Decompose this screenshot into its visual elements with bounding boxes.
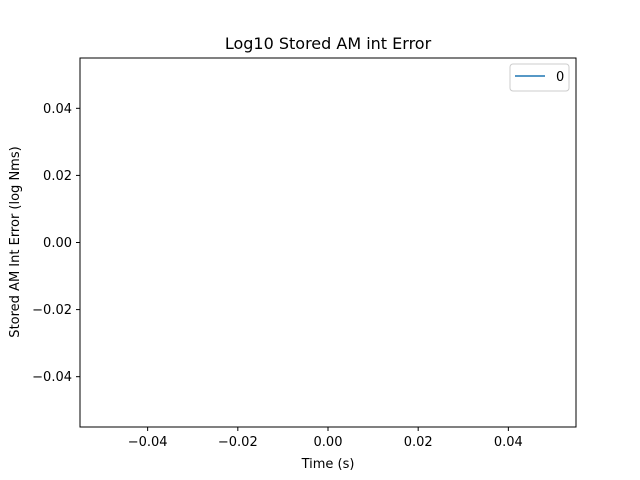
y-tick-label: 0.00	[43, 236, 72, 251]
x-tick-label: 0.02	[404, 435, 433, 450]
y-axis-ticks: −0.04 −0.02 0.00 0.02 0.04	[32, 102, 80, 385]
x-axis-label: Time (s)	[301, 457, 355, 472]
legend-entry-label: 0	[556, 70, 564, 85]
x-tick-label: −0.02	[218, 435, 258, 450]
y-tick-label: −0.02	[32, 303, 72, 318]
x-tick-label: 0.04	[494, 435, 523, 450]
x-axis-ticks: −0.04 −0.02 0.00 0.02 0.04	[128, 427, 523, 450]
y-tick-label: −0.04	[32, 370, 72, 385]
legend-box	[509, 63, 570, 92]
x-tick-label: −0.04	[128, 435, 168, 450]
x-tick-label: 0.00	[314, 435, 343, 450]
y-tick-label: 0.02	[43, 169, 72, 184]
legend: 0	[509, 63, 570, 92]
y-axis-label: Stored AM Int Error (log Nms)	[8, 146, 23, 337]
chart-title: Log10 Stored AM int Error	[225, 34, 432, 53]
y-tick-label: 0.04	[43, 102, 72, 117]
